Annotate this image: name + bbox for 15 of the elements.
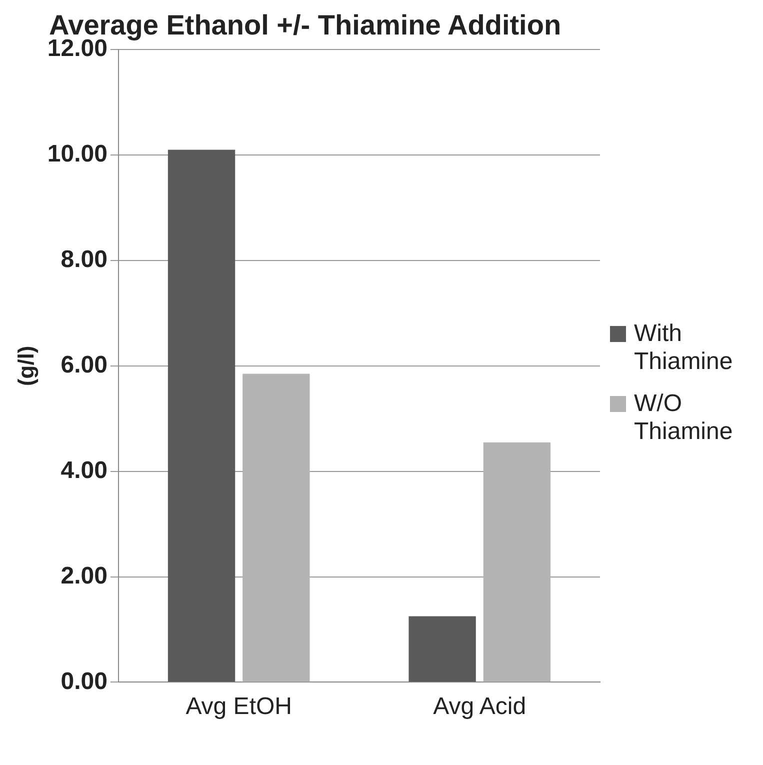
y-tick-label: 2.00 — [60, 562, 108, 590]
bar — [168, 150, 236, 682]
x-tick-label: Avg EtOH — [186, 693, 292, 720]
y-tick-label: 4.00 — [60, 456, 108, 484]
y-axis-title: (g/l) — [13, 346, 38, 386]
bar — [408, 616, 476, 682]
legend-label: W/O Thiamine — [634, 390, 734, 446]
legend-label: With Thiamine — [634, 320, 734, 376]
bar — [483, 442, 551, 682]
bar — [242, 374, 310, 682]
y-tick-label: 0.00 — [60, 668, 108, 695]
y-tick-label: 6.00 — [60, 352, 108, 379]
y-tick-label: 10.00 — [47, 140, 108, 168]
y-tick-label: 8.00 — [60, 246, 108, 274]
x-tick-label: Avg Acid — [433, 693, 526, 720]
